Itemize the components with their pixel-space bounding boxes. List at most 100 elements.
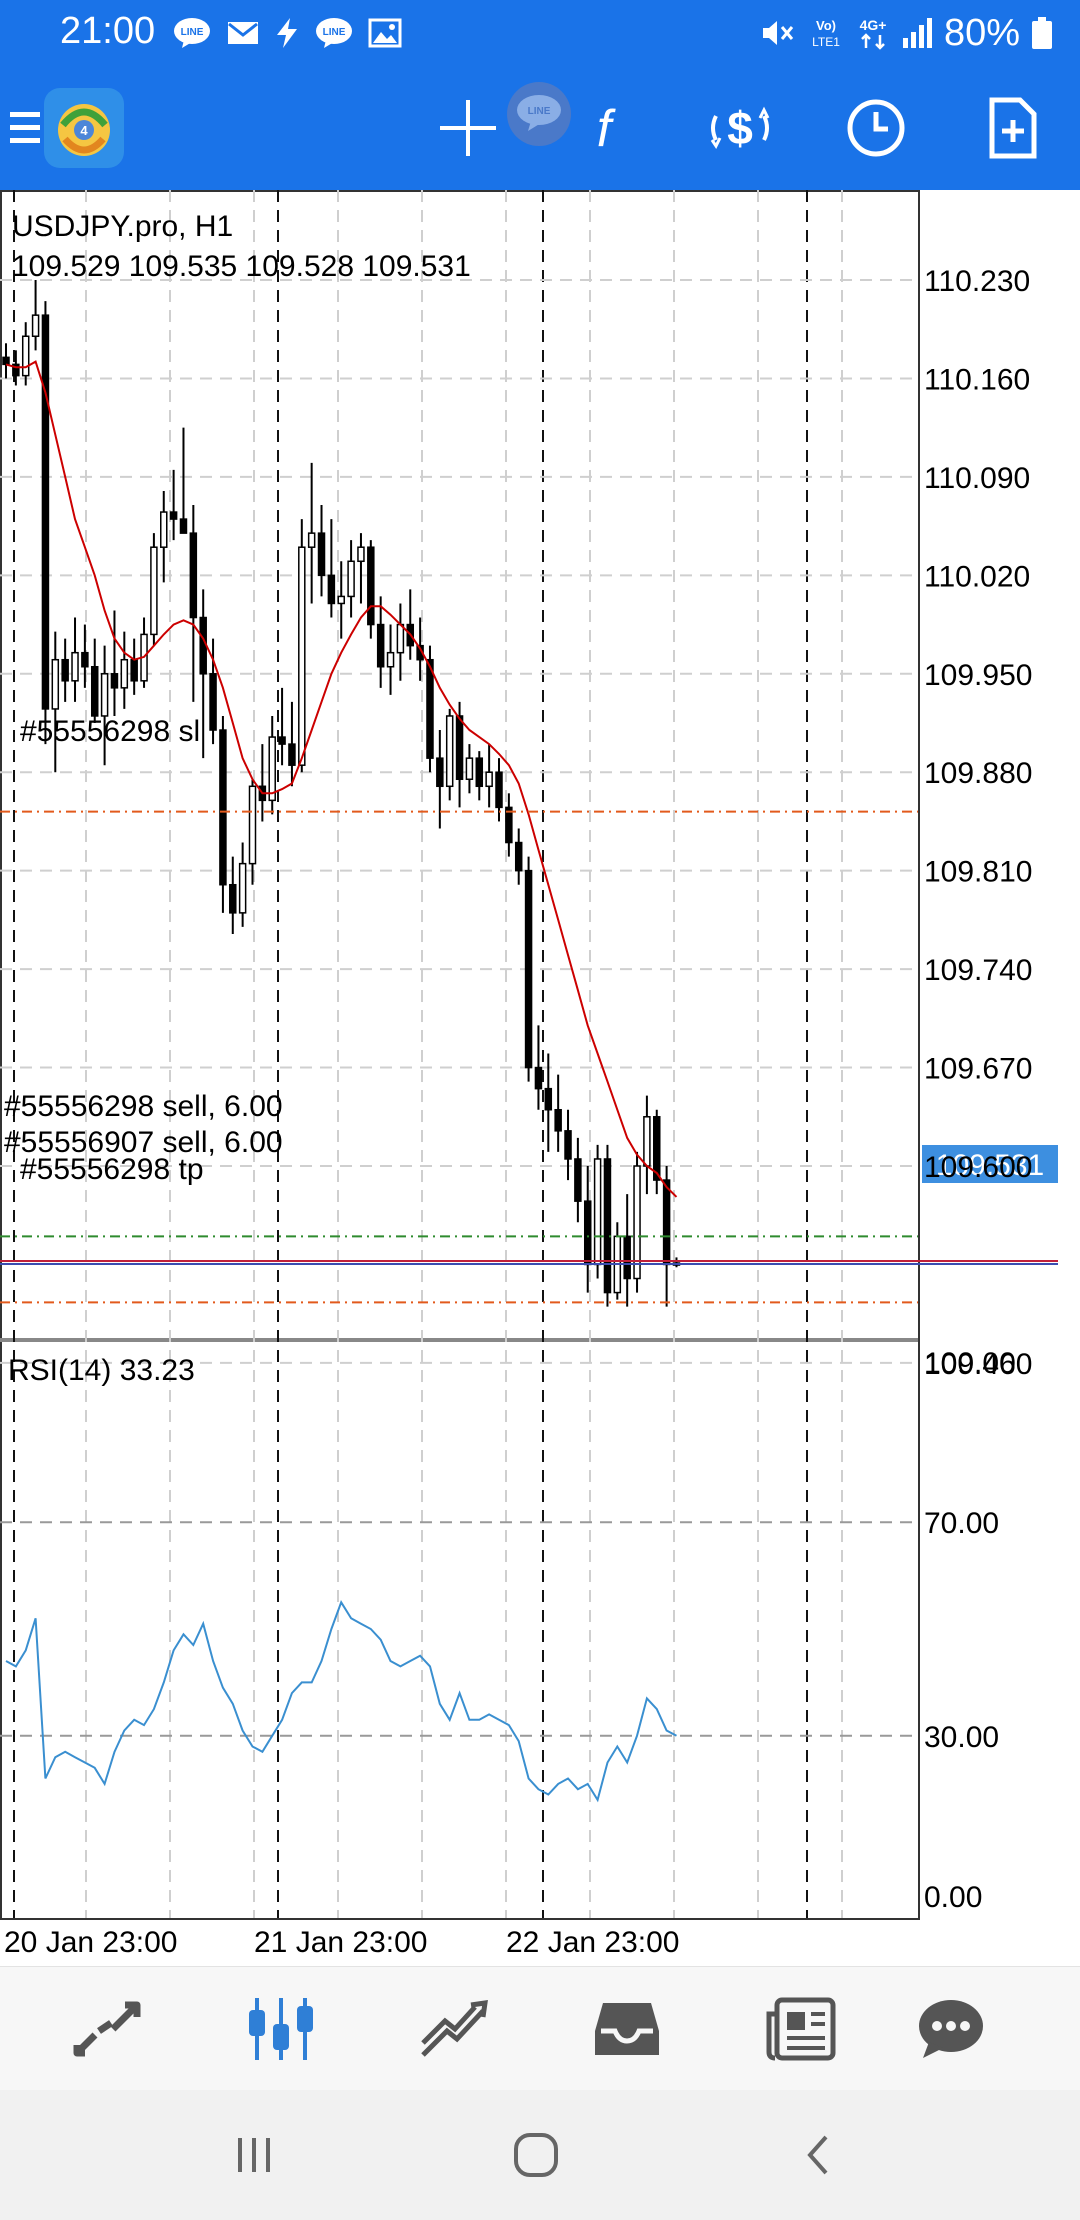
price-tick-label: 109.460: [924, 1348, 1032, 1381]
svg-text:$: $: [727, 102, 753, 154]
price-tick-label: 110.160: [924, 363, 1030, 396]
candle: [41, 314, 50, 710]
rsi-tick-label: 0.00: [924, 1881, 982, 1914]
line-icon: LINE: [174, 18, 210, 48]
candle: [337, 595, 345, 605]
svg-text:Vo): Vo): [816, 18, 836, 33]
trade-icon: [421, 2000, 488, 2057]
date-tick-label: 22 Jan 23:00: [506, 1926, 679, 1959]
candle: [199, 616, 207, 675]
candle: [130, 658, 138, 682]
home-button[interactable]: [496, 2120, 576, 2190]
system-status: Vo) LTE1 4G+ 80%: [760, 10, 1054, 56]
rsi-tick-label: 100.00: [924, 1347, 1016, 1380]
menu-button[interactable]: [0, 86, 64, 170]
candle: [653, 1116, 661, 1181]
news-icon: [766, 1997, 836, 2061]
candle: [189, 532, 198, 619]
current-price-bg: [922, 1145, 1058, 1183]
nav-history[interactable]: [582, 1989, 672, 2069]
svg-text:f: f: [597, 100, 616, 158]
timeframe-clock-icon: [847, 99, 905, 157]
price-tick-label: 109.740: [924, 954, 1032, 987]
home-icon: [514, 2133, 558, 2177]
price-tick-label: 109.950: [924, 659, 1032, 692]
chart-frame: [0, 190, 920, 1920]
chart-area[interactable]: USDJPY.pro, H1 109.529 109.535 109.528 1…: [0, 190, 1080, 1965]
svg-text:LINE: LINE: [323, 27, 346, 38]
candle: [327, 574, 336, 605]
floating-line-bubble-icon: LINE: [507, 82, 571, 146]
recent-apps-button[interactable]: [214, 2120, 294, 2190]
messages-icon: [919, 2000, 983, 2058]
bottom-navigation: [0, 1966, 1080, 2091]
candle: [495, 771, 503, 809]
candle: [219, 729, 227, 886]
price-tick-label: 110.020: [924, 560, 1030, 593]
quotes-icon: [73, 2001, 141, 2057]
candle: [2, 356, 10, 366]
candle: [436, 757, 444, 788]
candle: [110, 673, 119, 689]
candle: [179, 518, 188, 534]
nav-messages[interactable]: [906, 1989, 996, 2069]
timeframe-button[interactable]: [834, 86, 918, 170]
candle: [298, 546, 306, 766]
back-button[interactable]: [778, 2120, 858, 2190]
candle: [357, 546, 365, 563]
signal-icon: [902, 18, 932, 48]
status-bar: 21:00 LINE LINE Vo) LTE1 4G+ 80%: [0, 0, 1080, 66]
notification-icons: LINE LINE: [172, 12, 402, 54]
candle: [643, 1116, 651, 1167]
candle: [485, 771, 493, 788]
tp-order-label[interactable]: #55556298 tp: [20, 1153, 204, 1186]
trade-icon: $: [710, 102, 770, 154]
chart-toolbar: 4 LINE f $: [0, 66, 1080, 190]
indicator-f-icon: f: [597, 100, 616, 158]
battery-icon: [1032, 17, 1052, 49]
candle: [238, 862, 247, 914]
nav-chart[interactable]: [236, 1989, 326, 2069]
indicators-button[interactable]: f: [562, 86, 646, 170]
recent-apps-icon: [238, 2138, 270, 2172]
rsi-label: RSI(14) 33.23: [8, 1354, 195, 1387]
sl-order-label[interactable]: #55556298 sl: [20, 715, 200, 748]
candle: [554, 1108, 562, 1132]
back-icon: [807, 2135, 828, 2175]
candle: [160, 511, 168, 548]
candle: [633, 1165, 641, 1280]
floating-line-bubble[interactable]: LINE: [497, 72, 581, 156]
price-tick-label: 109.810: [924, 856, 1032, 889]
trade-button[interactable]: $: [698, 86, 782, 170]
svg-text:LTE1: LTE1: [812, 35, 840, 49]
svg-text:4: 4: [80, 123, 88, 138]
crosshair-button[interactable]: [426, 86, 510, 170]
candle: [71, 651, 79, 682]
sell-order-label[interactable]: #55556907 sell, 6.00: [4, 1126, 283, 1159]
history-icon: [595, 2003, 659, 2055]
nav-news[interactable]: [756, 1989, 846, 2069]
symbol-title: USDJPY.pro, H1: [12, 210, 233, 243]
rsi-tick-label: 30.00: [924, 1721, 999, 1754]
candle: [51, 658, 60, 710]
network-4g-icon: 4G+: [860, 17, 886, 50]
candle: [229, 883, 237, 914]
svg-text:LINE: LINE: [528, 106, 551, 117]
sell-order-label[interactable]: #55556298 sell, 6.00: [4, 1090, 283, 1123]
ohlc-readout: 109.529 109.535 109.528 109.531: [12, 250, 471, 283]
nav-trade[interactable]: [410, 1989, 500, 2069]
candle: [524, 869, 533, 1069]
nav-quotes[interactable]: [62, 1989, 152, 2069]
price-tick-label: 109.600: [924, 1151, 1032, 1184]
chart-icon: [249, 1998, 313, 2060]
candle: [426, 658, 434, 759]
candle: [347, 560, 355, 598]
new-order-button[interactable]: [970, 86, 1054, 170]
app-logo[interactable]: 4: [42, 86, 126, 170]
price-chart[interactable]: USDJPY.pro, H1 109.529 109.535 109.528 1…: [0, 190, 1080, 1965]
date-tick-label: 20 Jan 23:00: [4, 1926, 177, 1959]
candle: [396, 623, 405, 654]
menu-icon: [10, 112, 40, 143]
candle: [307, 532, 316, 548]
new-order-icon: [989, 97, 1037, 159]
